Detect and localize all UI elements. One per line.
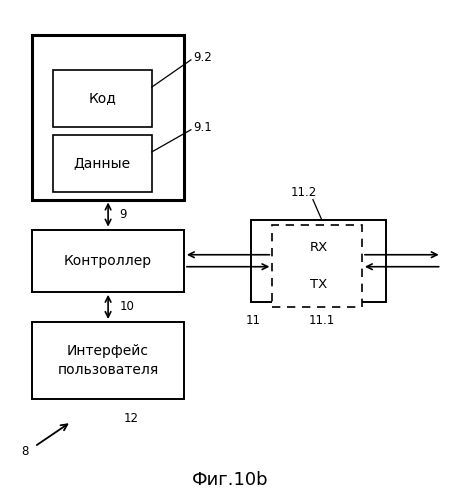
Bar [32, 322, 184, 399]
Text: Интерфейс
пользователя: Интерфейс пользователя [57, 344, 158, 377]
Text: Фиг.10b: Фиг.10b [191, 471, 268, 489]
Text: 10: 10 [119, 300, 134, 313]
Bar [32, 230, 184, 292]
Text: TX: TX [309, 278, 326, 291]
Text: 9.2: 9.2 [193, 51, 212, 64]
Bar [250, 220, 386, 302]
Text: 11.2: 11.2 [290, 186, 316, 199]
Bar [53, 135, 151, 192]
Text: RX: RX [309, 241, 327, 254]
Text: 11.1: 11.1 [308, 314, 334, 327]
Text: 9: 9 [119, 208, 127, 221]
Text: Данные: Данные [73, 156, 131, 171]
Text: 8: 8 [22, 445, 29, 458]
Text: Контроллер: Контроллер [64, 253, 152, 268]
Text: Код: Код [88, 91, 116, 106]
Bar [282, 267, 353, 303]
Bar [32, 35, 184, 200]
Bar [282, 230, 353, 265]
Bar [53, 70, 151, 127]
Text: 12: 12 [123, 412, 138, 425]
Text: 9.1: 9.1 [193, 121, 212, 134]
Text: 11: 11 [245, 314, 260, 327]
Bar [272, 225, 361, 307]
